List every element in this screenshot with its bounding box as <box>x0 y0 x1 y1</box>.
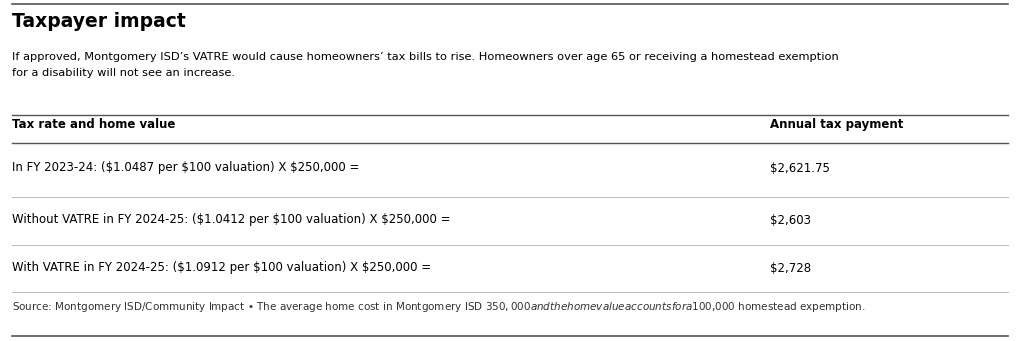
Text: With VATRE in FY 2024-25: ($1.0912 per $100 valuation) X $250,000 =: With VATRE in FY 2024-25: ($1.0912 per $… <box>12 262 431 275</box>
Text: Annual tax payment: Annual tax payment <box>769 118 903 131</box>
Text: Tax rate and home value: Tax rate and home value <box>12 118 175 131</box>
Text: Taxpayer impact: Taxpayer impact <box>12 12 185 31</box>
Text: $2,621.75: $2,621.75 <box>769 162 829 175</box>
Text: If approved, Montgomery ISD’s VATRE would cause homeowners’ tax bills to rise. H: If approved, Montgomery ISD’s VATRE woul… <box>12 52 839 62</box>
Text: Source: Montgomery ISD/Community Impact • The average home cost in Montgomery IS: Source: Montgomery ISD/Community Impact … <box>12 300 865 314</box>
Text: $2,603: $2,603 <box>769 213 810 226</box>
Text: In FY 2023-24: ($1.0487 per $100 valuation) X $250,000 =: In FY 2023-24: ($1.0487 per $100 valuati… <box>12 162 360 175</box>
Text: Without VATRE in FY 2024-25: ($1.0412 per $100 valuation) X $250,000 =: Without VATRE in FY 2024-25: ($1.0412 pe… <box>12 213 450 226</box>
Text: for a disability will not see an increase.: for a disability will not see an increas… <box>12 68 235 78</box>
Text: $2,728: $2,728 <box>769 262 810 275</box>
